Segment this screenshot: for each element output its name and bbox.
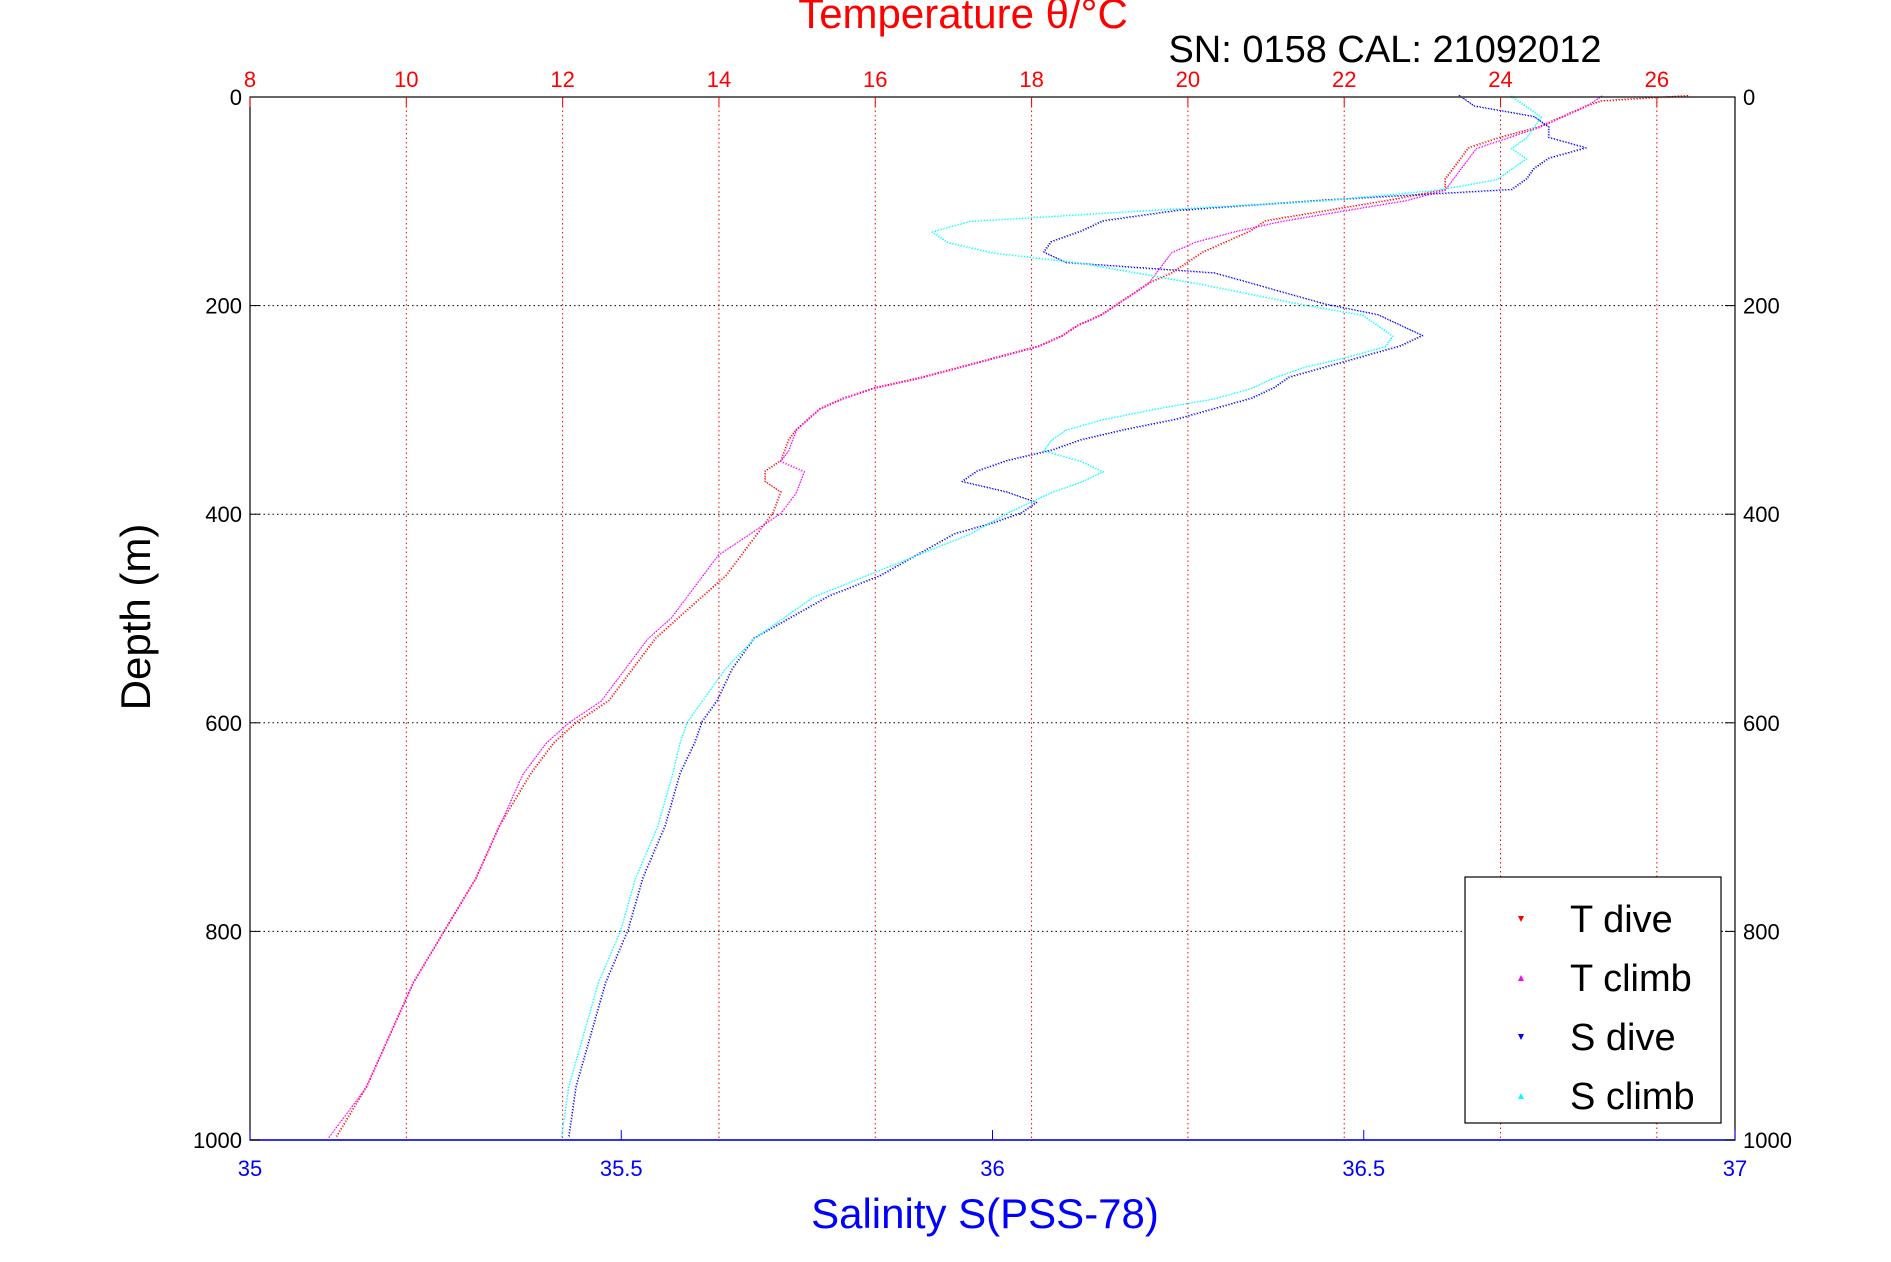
- chart-title: Temperature θ/°C: [798, 0, 1128, 37]
- right-tick-label: 400: [1743, 502, 1780, 527]
- legend-label: T dive: [1570, 899, 1673, 941]
- left-axis-ticks: 0 200 400 600 800 1000: [193, 85, 260, 1153]
- top-tick-label: 12: [550, 67, 574, 92]
- legend-marker: [1518, 975, 1524, 981]
- chart-subtitle: SN: 0158 CAL: 21092012: [1168, 29, 1601, 71]
- right-axis-ticks: 0 200 400 600 800 1000: [1725, 85, 1792, 1153]
- left-tick-label: 200: [205, 294, 242, 319]
- x-axis-label: Salinity S(PSS-78): [811, 1190, 1159, 1237]
- top-tick-label: 20: [1176, 67, 1200, 92]
- left-tick-label: 600: [205, 711, 242, 736]
- bottom-tick-label: 37: [1723, 1156, 1747, 1181]
- bottom-tick-label: 35: [238, 1156, 262, 1181]
- right-tick-label: 800: [1743, 919, 1780, 944]
- top-tick-label: 24: [1488, 67, 1512, 92]
- bottom-tick-label: 36.5: [1342, 1156, 1385, 1181]
- legend-label: S climb: [1570, 1076, 1695, 1118]
- legend: T dive T climb S dive S climb: [1464, 876, 1722, 1124]
- top-tick-label: 22: [1332, 67, 1356, 92]
- left-tick-label: 1000: [193, 1128, 242, 1153]
- left-tick-label: 0: [230, 85, 242, 110]
- top-tick-label: 8: [244, 67, 256, 92]
- bottom-axis-ticks: 35 35.5 36 36.5 37: [238, 1130, 1747, 1181]
- left-tick-label: 800: [205, 919, 242, 944]
- top-tick-label: 10: [394, 67, 418, 92]
- legend-marker: [1518, 1034, 1524, 1040]
- legend-label: S dive: [1570, 1017, 1676, 1059]
- top-tick-label: 16: [863, 67, 887, 92]
- right-tick-label: 1000: [1743, 1128, 1792, 1153]
- top-tick-label: 18: [1019, 67, 1043, 92]
- top-axis-ticks: 8 10 12 14 16 18 20 22 24 26: [244, 67, 1669, 107]
- top-tick-label: 26: [1645, 67, 1669, 92]
- legend-marker: [1518, 916, 1524, 922]
- left-tick-label: 400: [205, 502, 242, 527]
- bottom-tick-label: 35.5: [600, 1156, 643, 1181]
- legend-label: T climb: [1570, 958, 1692, 1000]
- legend-box: [1464, 876, 1722, 1124]
- right-tick-label: 600: [1743, 711, 1780, 736]
- legend-marker: [1518, 1093, 1524, 1099]
- bottom-tick-label: 36: [980, 1156, 1004, 1181]
- top-tick-label: 14: [707, 67, 731, 92]
- right-tick-label: 0: [1743, 85, 1755, 110]
- right-tick-label: 200: [1743, 294, 1780, 319]
- y-axis-label: Depth (m): [112, 524, 159, 711]
